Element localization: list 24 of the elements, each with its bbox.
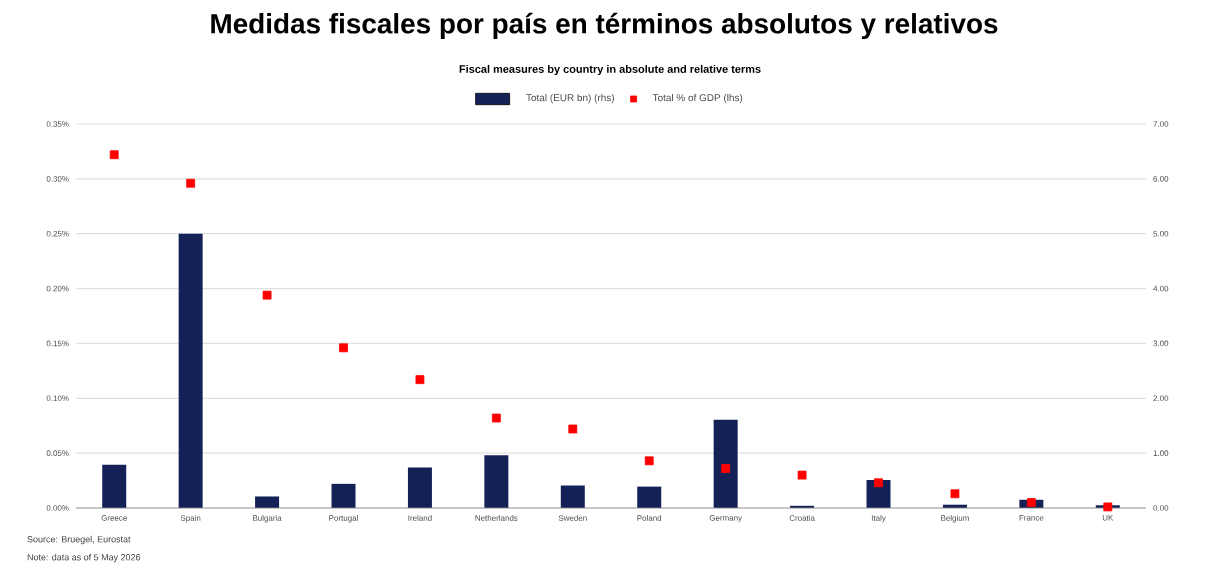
point bbox=[721, 464, 731, 473]
bar bbox=[484, 455, 509, 508]
point bbox=[186, 178, 196, 188]
bar bbox=[255, 496, 280, 508]
point bbox=[109, 150, 119, 160]
bar bbox=[407, 467, 432, 508]
point bbox=[1026, 498, 1036, 507]
point bbox=[644, 456, 654, 466]
point bbox=[950, 489, 960, 499]
point bbox=[568, 424, 578, 434]
point bbox=[874, 478, 883, 488]
point bbox=[491, 413, 501, 423]
bar bbox=[331, 483, 356, 508]
bar bbox=[102, 464, 127, 508]
bar bbox=[560, 485, 585, 508]
point bbox=[1103, 502, 1113, 512]
point bbox=[797, 470, 807, 480]
bar bbox=[637, 486, 662, 508]
point bbox=[262, 290, 272, 300]
point bbox=[339, 343, 348, 353]
bar bbox=[178, 233, 203, 508]
bar bbox=[713, 419, 738, 508]
point bbox=[415, 375, 425, 385]
chart-title: Medidas fiscales por país en términos absolutos y relativos bbox=[211, 12, 998, 40]
